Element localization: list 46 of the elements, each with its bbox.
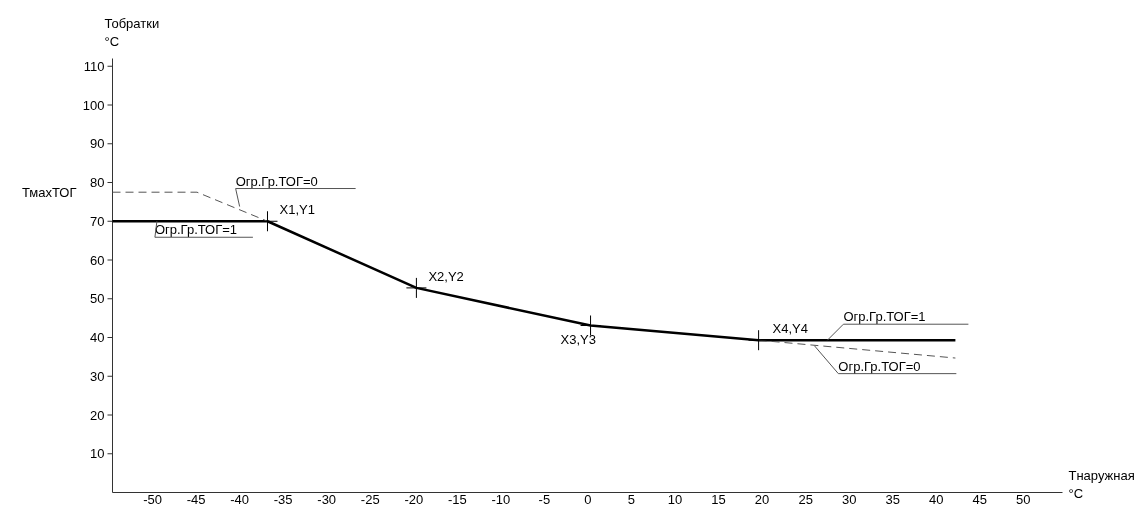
annotation: Огр.Гр.ТОГ=1	[154, 222, 238, 238]
point	[580, 314, 602, 336]
x-tick-label: -50	[143, 491, 162, 507]
x-tick-label: 10	[667, 491, 683, 507]
x-tick-label: -15	[447, 491, 467, 507]
y-tick-label: 100	[82, 97, 105, 113]
x-tick-label: 50	[1016, 491, 1031, 507]
x-tick-label: 0	[584, 491, 592, 507]
x-tick-label: 40	[929, 491, 944, 507]
y-tick-label: 70	[90, 213, 105, 229]
x-tick-label: 45	[972, 491, 988, 507]
x-tick-label: -25	[360, 491, 380, 507]
x-axis-title: Тнаружная °C	[1068, 467, 1135, 501]
annotation: X1,Y1	[279, 202, 315, 218]
x-tick-label: 15	[711, 491, 726, 507]
x-tick-label: 5	[627, 491, 636, 507]
y-tick-label: 60	[90, 252, 105, 268]
y-tick-label: 40	[90, 330, 105, 345]
x-tick-label: -10	[491, 491, 511, 507]
point	[748, 329, 770, 351]
annotation: Огр.Гр.ТОГ=0	[235, 173, 318, 189]
x-tick-label: -40	[230, 491, 250, 507]
annotation: X4,Y4	[772, 321, 809, 337]
x-tick-label: -5	[538, 491, 551, 507]
annotation: Огр.Гр.ТОГ=1	[843, 309, 926, 325]
x-tick-label: -30	[317, 491, 337, 507]
point	[405, 277, 427, 299]
x-tick-label: -35	[273, 491, 293, 507]
y-axis-title: Тобратки °C	[104, 15, 160, 49]
y-tick-label: 10	[90, 446, 105, 462]
annotation: ТмахТОГ	[21, 184, 77, 200]
x-tick-label: -45	[186, 491, 206, 507]
y-tick-label: 80	[90, 175, 105, 190]
x-tick-label: 30	[841, 491, 857, 507]
x-tick-label: 25	[798, 491, 813, 507]
annotation: X3,Y3	[560, 332, 596, 348]
x-tick-label: 20	[754, 491, 770, 507]
y-tick-label: 30	[90, 368, 105, 384]
x-tick-label: -20	[404, 491, 424, 507]
annotation: X2,Y2	[428, 268, 464, 284]
y-tick-label: 20	[90, 407, 105, 423]
y-tick-label: 50	[90, 291, 105, 307]
x-tick-label: 35	[885, 491, 900, 507]
annotation: Огр.Гр.ТОГ=0	[838, 358, 921, 374]
y-tick-label: 110	[83, 58, 105, 74]
y-tick-label: 90	[90, 136, 105, 152]
